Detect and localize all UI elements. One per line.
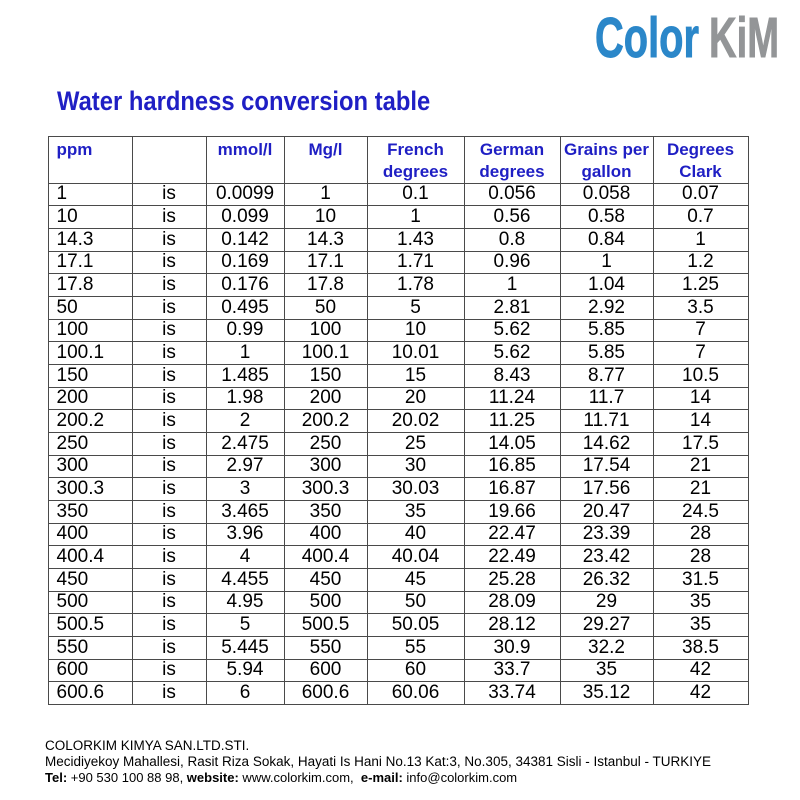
svg-text:Color: Color [595,6,699,64]
svg-text:KiM: KiM [709,6,779,64]
